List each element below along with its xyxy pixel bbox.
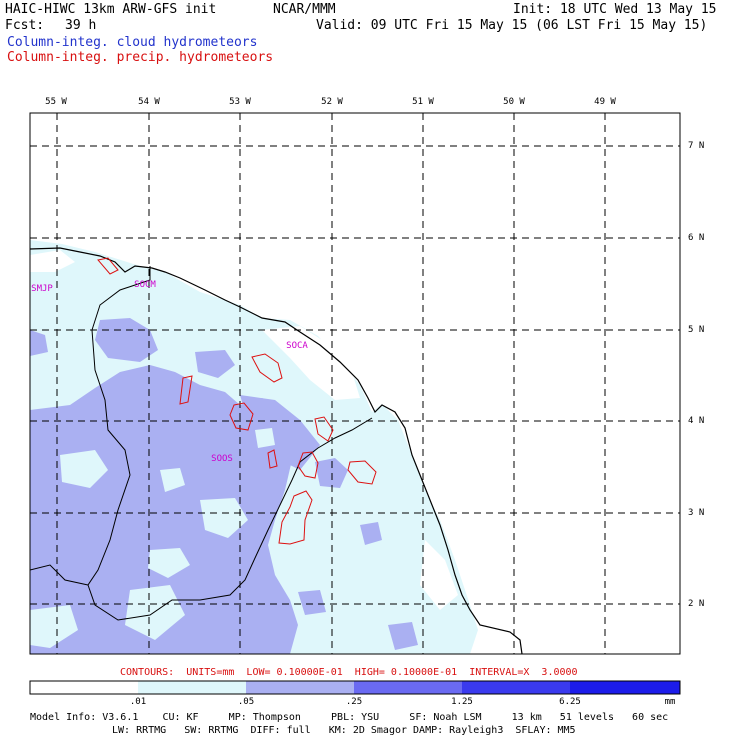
station-label: SOCM — [134, 280, 156, 290]
border — [87, 266, 373, 621]
lon-label: 55 W — [45, 97, 67, 107]
precip-contour — [297, 451, 319, 479]
precip-contour — [278, 490, 313, 545]
cloud-mid-blob — [298, 590, 326, 615]
model-title: HAIC-HIWC 13km ARW-GFS init — [5, 2, 217, 17]
cloud-light-patch — [125, 585, 185, 640]
cloud-mid-blob — [95, 318, 158, 362]
colorbar-units: mm — [664, 697, 676, 707]
precip-contour — [267, 449, 278, 469]
precip-contour — [251, 353, 283, 383]
lat-label: 4 N — [688, 416, 705, 426]
cloud-light-patch — [30, 605, 78, 648]
lat-label: 5 N — [688, 325, 705, 335]
model-info-line1: Model Info: V3.6.1 CU: KF MP: Thompson P… — [30, 712, 669, 723]
lat-label: 7 N — [688, 141, 705, 151]
cloud-light-patch — [148, 548, 190, 578]
colorbar-tick: .05 — [237, 697, 255, 707]
precip-contour — [347, 460, 377, 485]
station-label: SMJP — [31, 284, 53, 294]
cloud-mid-blob — [30, 330, 48, 356]
cloud-gap — [30, 250, 75, 272]
cloud-light-patch — [160, 468, 185, 492]
fcst-label: Fcst: — [5, 18, 45, 33]
graticule — [30, 113, 680, 654]
precip-contour — [229, 402, 254, 431]
station-label: SOOS — [211, 454, 233, 464]
init-time: Init: 18 UTC Wed 13 May 15 — [513, 2, 717, 17]
colorbar-cell — [138, 681, 246, 694]
lon-label: 53 W — [229, 97, 251, 107]
lat-label: 6 N — [688, 233, 705, 243]
lat-label: 3 N — [688, 508, 705, 518]
precip-contours — [97, 257, 377, 545]
cloud-mid-blob — [360, 522, 382, 545]
station-label: SOCA — [286, 341, 308, 351]
fcst-value: 39 h — [65, 18, 97, 33]
coastline — [30, 247, 523, 654]
colorbar-tick: .25 — [345, 697, 363, 707]
colorbar-frame — [29, 680, 681, 695]
colorbar-cell — [462, 681, 570, 694]
field-precip-label: Column-integ. precip. hydrometeors — [7, 50, 274, 65]
cloud-light-patch — [60, 450, 108, 488]
lon-label: 51 W — [412, 97, 434, 107]
border — [30, 564, 89, 586]
map-frame — [29, 112, 681, 655]
valid-time: Valid: 09 UTC Fri 15 May 15 (06 LST Fri … — [316, 18, 708, 33]
colorbar-tick: 6.25 — [559, 697, 581, 707]
lon-label: 49 W — [594, 97, 616, 107]
precip-contour — [179, 375, 193, 405]
colorbar-tick: 1.25 — [451, 697, 473, 707]
cloud-light-patch — [255, 428, 275, 448]
lon-label: 50 W — [503, 97, 525, 107]
precip-contour — [97, 257, 119, 275]
colorbar-cell — [30, 681, 138, 694]
colorbar-cell — [354, 681, 462, 694]
cloud-gap — [420, 540, 458, 610]
cloud-light-patch — [200, 498, 248, 538]
cloud-gap — [262, 326, 360, 400]
cloud-mid-blob — [240, 395, 320, 470]
contour-info: CONTOURS: UNITS=mm LOW= 0.10000E-01 HIGH… — [120, 667, 578, 678]
field-cloud-label: Column-integ. cloud hydrometeors — [7, 35, 258, 50]
colorbar-tick: .01 — [129, 697, 147, 707]
colorbar-cell — [246, 681, 354, 694]
precip-contour — [314, 416, 334, 442]
org-label: NCAR/MMM — [273, 2, 336, 17]
lat-label: 2 N — [688, 599, 705, 609]
cloud-mid-field — [30, 365, 300, 654]
lon-label: 54 W — [138, 97, 160, 107]
lon-label: 52 W — [321, 97, 343, 107]
colorbar-cell — [570, 681, 680, 694]
model-info-line2: LW: RRTMG SW: RRTMG DIFF: full KM: 2D Sm… — [112, 725, 576, 736]
cloud-mid-blob — [388, 622, 418, 650]
cloud-mid-blob — [195, 350, 235, 378]
